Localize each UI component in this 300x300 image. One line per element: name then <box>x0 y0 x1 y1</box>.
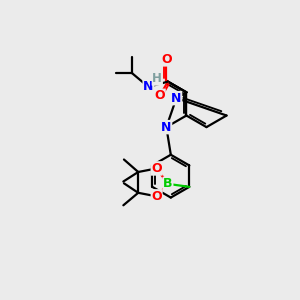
Text: B: B <box>163 177 173 190</box>
Text: O: O <box>151 190 162 203</box>
Text: N: N <box>161 121 172 134</box>
Text: N: N <box>143 80 154 93</box>
Text: N: N <box>171 92 182 105</box>
Text: O: O <box>151 162 162 175</box>
Text: H: H <box>152 72 162 85</box>
Text: O: O <box>154 89 165 102</box>
Text: O: O <box>161 53 172 66</box>
